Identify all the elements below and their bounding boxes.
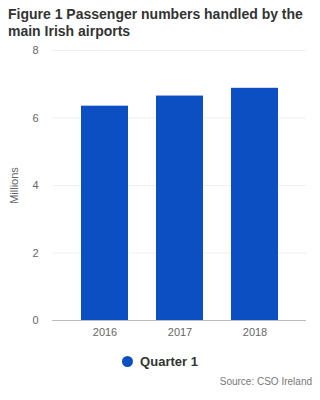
svg-text:2017: 2017 bbox=[168, 326, 192, 338]
svg-text:2016: 2016 bbox=[93, 326, 117, 338]
svg-text:2018: 2018 bbox=[243, 326, 267, 338]
svg-text:4: 4 bbox=[32, 179, 38, 191]
svg-text:0: 0 bbox=[32, 314, 38, 326]
svg-text:2: 2 bbox=[32, 247, 38, 259]
svg-text:8: 8 bbox=[32, 44, 38, 56]
html-text:Source: CSO Ireland: Source: CSO Ireland bbox=[219, 376, 312, 387]
svg-text:Millions: Millions bbox=[8, 167, 20, 204]
html-text:Figure 1 Passenger numbers han: Figure 1 Passenger numbers handled by th… bbox=[8, 6, 303, 39]
svg-text:6: 6 bbox=[32, 112, 38, 124]
html-text:Quarter 1: Quarter 1 bbox=[140, 354, 198, 369]
